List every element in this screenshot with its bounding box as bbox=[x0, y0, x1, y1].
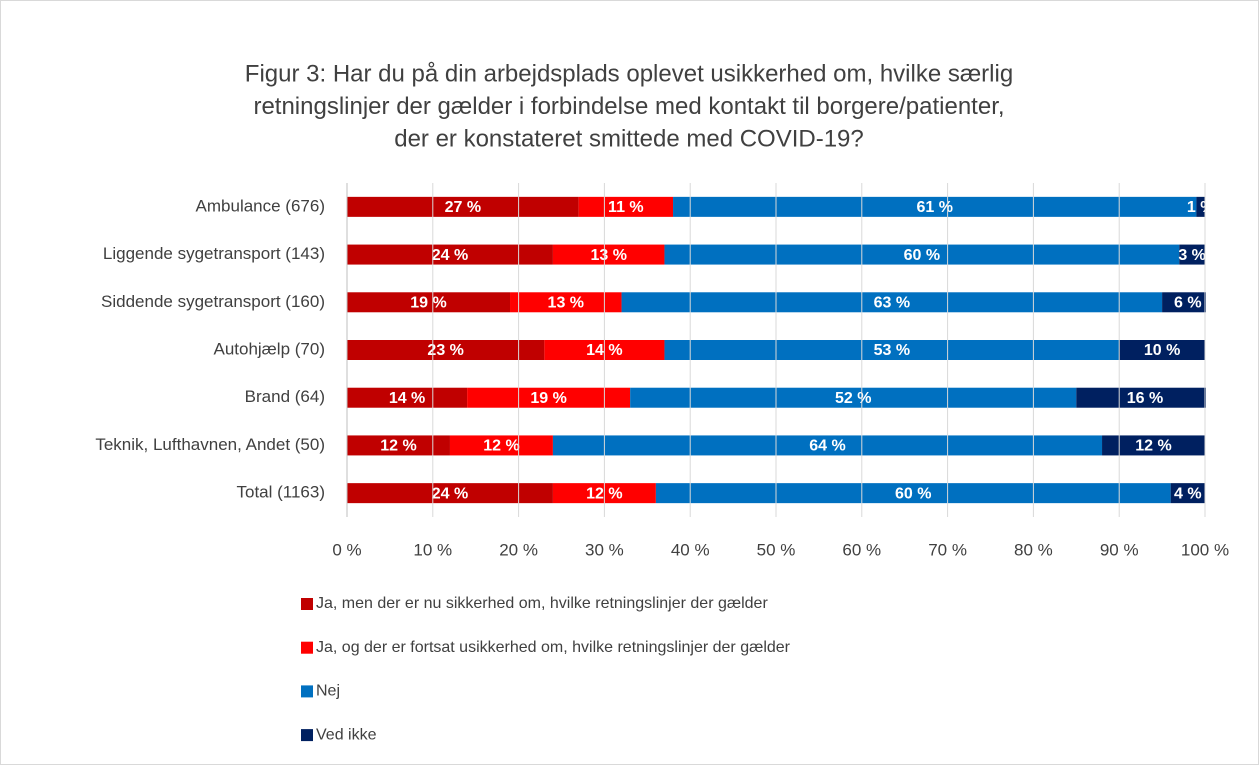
data-label: 19 % bbox=[410, 295, 446, 312]
bar-segment bbox=[1076, 387, 1206, 408]
x-tick-label: 70 % bbox=[928, 540, 967, 559]
data-label: 16 % bbox=[1127, 390, 1163, 407]
data-label: 52 % bbox=[835, 390, 871, 407]
y-tick-label: Ambulance (676) bbox=[196, 196, 325, 215]
data-label: 61 % bbox=[916, 199, 952, 216]
bar-segment bbox=[347, 340, 545, 360]
bar-segment bbox=[347, 196, 579, 217]
y-tick-label: Siddende sygetransport (160) bbox=[101, 292, 325, 311]
data-label: 13 % bbox=[548, 295, 584, 312]
bar-segment bbox=[1170, 483, 1205, 504]
data-label: 4 % bbox=[1174, 485, 1202, 502]
y-tick-label: Total (1163) bbox=[236, 483, 325, 502]
bar-segment bbox=[673, 196, 1197, 217]
data-label: 12 % bbox=[1135, 438, 1171, 455]
x-tick-label: 0 % bbox=[332, 540, 361, 559]
x-tick-label: 80 % bbox=[1014, 540, 1053, 559]
chart-title: Figur 3: Har du på din arbejdsplads ople… bbox=[245, 60, 1013, 87]
legend-swatch bbox=[301, 598, 313, 610]
bar-segment bbox=[347, 244, 553, 265]
data-label: 14 % bbox=[389, 390, 425, 407]
bar-segment bbox=[449, 435, 553, 456]
x-tick-label: 10 % bbox=[413, 540, 452, 559]
bar-segment bbox=[347, 387, 468, 408]
bar-segment bbox=[621, 292, 1163, 313]
data-label: 64 % bbox=[809, 438, 845, 455]
data-label: 53 % bbox=[874, 342, 910, 359]
bar-segment bbox=[552, 244, 665, 265]
data-label: 12 % bbox=[380, 438, 416, 455]
legend-swatch bbox=[301, 641, 313, 654]
data-label: 19 % bbox=[530, 390, 566, 407]
bar-segment bbox=[630, 387, 1077, 408]
x-tick-label: 20 % bbox=[499, 540, 538, 559]
legend-label: Ja, men der er nu sikkerhed om, hvilke r… bbox=[316, 595, 768, 612]
legend-label: Ved ikke bbox=[316, 726, 377, 743]
legend-label: Nej bbox=[316, 683, 340, 700]
data-label: 6 % bbox=[1174, 295, 1202, 312]
data-label: 24 % bbox=[432, 485, 468, 502]
data-label: 27 % bbox=[445, 199, 481, 216]
data-label: 13 % bbox=[590, 247, 626, 264]
data-label: 60 % bbox=[904, 247, 940, 264]
bar-segment bbox=[1179, 244, 1205, 265]
x-tick-label: 60 % bbox=[842, 540, 881, 559]
bar-segment bbox=[1196, 196, 1205, 217]
plot-area: 27 % 11 % 61 % 1 % 24 % 13 % 60 % 3 % 19 % 13 % 63… bbox=[347, 196, 1215, 504]
bar-segment bbox=[1102, 435, 1205, 456]
legend-swatch bbox=[301, 685, 313, 698]
y-tick-label: Autohjælp (70) bbox=[213, 339, 325, 358]
data-label: 3 % bbox=[1178, 247, 1206, 264]
bar-segment bbox=[1119, 340, 1205, 360]
data-label: 1 % bbox=[1187, 199, 1215, 216]
x-tick-label: 40 % bbox=[671, 540, 710, 559]
bar-segment bbox=[578, 196, 674, 217]
bar-segment bbox=[347, 435, 450, 456]
chart-title: der er konstateret smittede med COVID-19… bbox=[394, 125, 864, 152]
bar-segment bbox=[347, 483, 553, 504]
data-label: 24 % bbox=[432, 247, 468, 264]
y-tick-label: Brand (64) bbox=[245, 387, 325, 406]
legend-label: Ja, og der er fortsat usikkerhed om, hvi… bbox=[316, 639, 791, 656]
bar-segment bbox=[655, 483, 1171, 504]
data-label: 10 % bbox=[1144, 342, 1180, 359]
x-tick-label: 100 % bbox=[1181, 540, 1229, 559]
legend-swatch bbox=[301, 729, 313, 742]
chart-title: retningslinjer der gælder i forbindelse … bbox=[253, 93, 1004, 120]
x-tick-label: 50 % bbox=[757, 540, 796, 559]
y-tick-label: Teknik, Lufthavnen, Andet (50) bbox=[95, 435, 325, 454]
data-label: 60 % bbox=[895, 485, 931, 502]
bar-segment bbox=[347, 292, 511, 313]
data-label: 23 % bbox=[427, 342, 463, 359]
x-tick-label: 30 % bbox=[585, 540, 624, 559]
bar-segment bbox=[510, 292, 622, 313]
bar-segment bbox=[664, 340, 1120, 360]
data-label: 12 % bbox=[483, 438, 519, 455]
data-label: 63 % bbox=[874, 295, 910, 312]
y-tick-label: Liggende sygetransport (143) bbox=[103, 244, 325, 263]
x-tick-label: 90 % bbox=[1100, 540, 1139, 559]
data-label: 11 % bbox=[608, 199, 644, 216]
bar-segment bbox=[664, 244, 1180, 265]
bar-segment bbox=[1162, 292, 1206, 313]
bar-segment bbox=[467, 387, 631, 408]
